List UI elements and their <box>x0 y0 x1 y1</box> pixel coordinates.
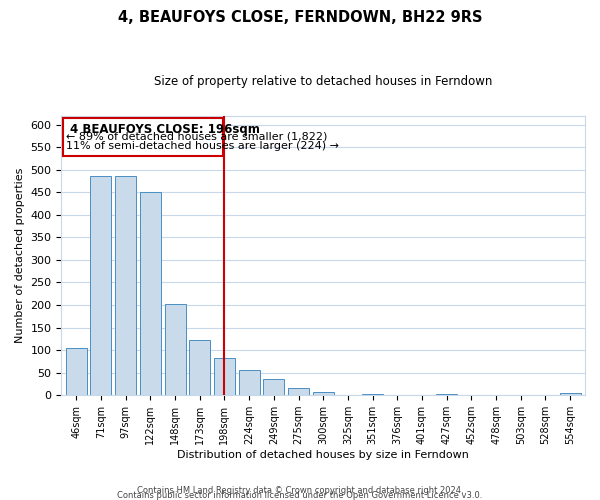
Bar <box>362 394 383 395</box>
Bar <box>263 379 284 395</box>
Text: 11% of semi-detached houses are larger (224) →: 11% of semi-detached houses are larger (… <box>67 141 340 151</box>
Bar <box>288 388 309 395</box>
Text: 4, BEAUFOYS CLOSE, FERNDOWN, BH22 9RS: 4, BEAUFOYS CLOSE, FERNDOWN, BH22 9RS <box>118 10 482 25</box>
Bar <box>115 176 136 395</box>
Bar <box>91 176 112 395</box>
Bar <box>313 392 334 395</box>
Title: Size of property relative to detached houses in Ferndown: Size of property relative to detached ho… <box>154 75 493 88</box>
Text: ← 89% of detached houses are smaller (1,822): ← 89% of detached houses are smaller (1,… <box>67 132 328 142</box>
FancyBboxPatch shape <box>62 118 223 156</box>
X-axis label: Distribution of detached houses by size in Ferndown: Distribution of detached houses by size … <box>177 450 469 460</box>
Bar <box>140 192 161 395</box>
Bar <box>66 348 87 395</box>
Bar <box>189 340 210 395</box>
Bar <box>214 358 235 395</box>
Text: 4 BEAUFOYS CLOSE: 196sqm: 4 BEAUFOYS CLOSE: 196sqm <box>70 123 260 136</box>
Bar <box>164 304 185 395</box>
Text: Contains public sector information licensed under the Open Government Licence v3: Contains public sector information licen… <box>118 491 482 500</box>
Bar <box>239 370 260 395</box>
Y-axis label: Number of detached properties: Number of detached properties <box>15 168 25 343</box>
Text: Contains HM Land Registry data © Crown copyright and database right 2024.: Contains HM Land Registry data © Crown c… <box>137 486 463 495</box>
Bar <box>436 394 457 395</box>
Bar <box>560 393 581 395</box>
